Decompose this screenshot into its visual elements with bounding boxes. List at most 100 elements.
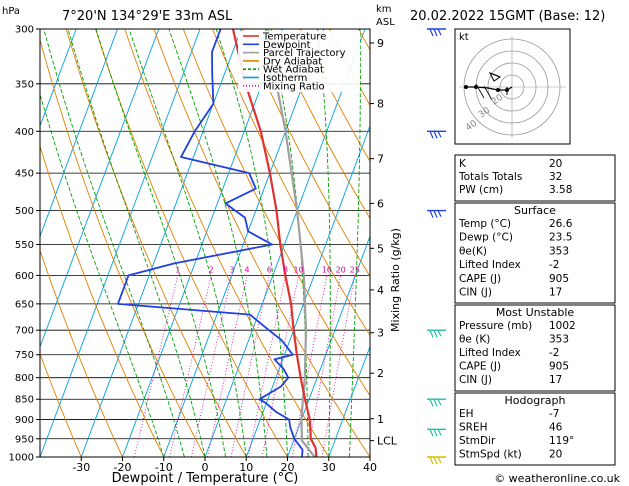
index-value: 23.5 xyxy=(549,232,572,244)
isotherm-line xyxy=(163,29,325,457)
index-label: θe (K) xyxy=(459,334,490,346)
wet-adiabat-line xyxy=(43,29,185,457)
temperature-tick-label: 10 xyxy=(239,461,253,474)
dry-adiabat-line xyxy=(40,249,123,457)
index-value: 20 xyxy=(549,449,562,461)
dry-adiabat-line xyxy=(40,38,206,457)
mixing-ratio-line xyxy=(133,275,179,457)
pressure-tick-label: 1000 xyxy=(9,453,34,464)
wet-adiabat-line xyxy=(317,29,331,457)
wind-barb-flag xyxy=(433,429,438,437)
dry-adiabat-line xyxy=(124,29,330,457)
wind-barb-flag xyxy=(437,210,442,217)
wind-barb-flag xyxy=(437,456,442,464)
temperature-tick-label: 40 xyxy=(363,461,377,474)
index-value: 119° xyxy=(549,435,574,447)
wet-adiabat-line xyxy=(128,29,247,457)
parcel-trajectory-line xyxy=(264,29,316,457)
mixing-ratio-label: 10 xyxy=(294,265,304,274)
wind-barb-flag xyxy=(429,131,434,139)
dry-adiabat-line xyxy=(153,29,370,457)
index-value: -2 xyxy=(549,347,559,359)
index-value: 905 xyxy=(549,361,569,373)
index-value: 353 xyxy=(549,245,569,257)
altitude-tick-label: 7 xyxy=(377,153,384,166)
temperature-tick-label: 20 xyxy=(281,461,295,474)
surface-box xyxy=(454,202,616,304)
wind-barb xyxy=(427,209,446,218)
wind-barb-flag xyxy=(437,398,442,406)
index-label: CAPE (J) xyxy=(459,361,501,373)
index-value: 20 xyxy=(549,158,562,170)
index-value: 905 xyxy=(549,273,569,285)
mixing-ratio-line xyxy=(248,275,286,457)
wind-barb-flag xyxy=(433,131,438,139)
index-value: 46 xyxy=(549,422,563,434)
isotherm-line xyxy=(122,29,283,457)
index-label: PW (cm) xyxy=(459,184,503,196)
sounding-series xyxy=(117,29,318,457)
wind-barb xyxy=(427,28,446,37)
legend-entry: Parcel Trajectory xyxy=(263,48,346,59)
wind-barb-flag xyxy=(433,329,438,338)
hodograph-unit-label: kt xyxy=(459,32,469,43)
index-label: θe(K) xyxy=(459,245,487,257)
mixing-ratio-label: 6 xyxy=(267,265,272,274)
isotherm-line xyxy=(80,29,242,457)
pressure-tick-label: 500 xyxy=(15,206,34,217)
pressure-tick-label: 300 xyxy=(15,25,34,36)
wet-adiabat-line xyxy=(40,92,165,457)
hodograph-indices-title: Hodograph xyxy=(505,394,566,407)
datetime-title: 20.02.2022 15GMT (Base: 12) xyxy=(410,9,605,24)
pressure-tick-label: 400 xyxy=(15,127,34,138)
dry-adiabat-line xyxy=(299,29,370,163)
right-unit-asl: ASL xyxy=(376,17,395,28)
index-label: StmDir xyxy=(459,435,496,447)
temperature-tick-label: 30 xyxy=(322,461,336,474)
wet-adiabat-line xyxy=(348,29,361,457)
indices-panel: K 20 Totals Totals 32 PW (cm) 3.58 Surface Te… xyxy=(454,154,616,466)
dry-adiabat-line xyxy=(40,144,165,457)
mixing-ratio-line xyxy=(321,275,356,457)
wind-barb-flag xyxy=(429,28,434,37)
pressure-tick-label: 600 xyxy=(15,271,34,282)
mixing-ratio-line xyxy=(207,275,248,457)
index-label: EH xyxy=(459,408,474,420)
mixing-ratio-line xyxy=(169,275,212,457)
index-label: SREH xyxy=(459,422,488,434)
wind-barb xyxy=(427,130,446,139)
index-value: -7 xyxy=(549,408,559,420)
index-label: CIN (J) xyxy=(459,374,492,386)
wind-barb-flag xyxy=(433,28,438,37)
altitude-ticks: 9 8 7 6 5 4 3 2 1 LCL xyxy=(370,37,398,448)
general-indices-box xyxy=(454,154,616,202)
wet-adiabat-line xyxy=(67,29,206,457)
altitude-tick-label: 6 xyxy=(377,197,384,210)
dewpoint-line xyxy=(117,29,304,457)
index-label: Temp (°C) xyxy=(458,218,511,230)
hodograph-indices-box xyxy=(454,392,616,466)
altitude-tick-label: 3 xyxy=(377,327,384,340)
index-value: -2 xyxy=(549,259,559,271)
mixing-ratio-label: 8 xyxy=(283,265,288,274)
surface-title: Surface xyxy=(514,204,556,217)
index-label: K xyxy=(459,158,467,170)
hodograph-trace xyxy=(464,72,513,101)
mixing-ratio-label: 20 xyxy=(336,265,346,274)
pressure-tick-label: 550 xyxy=(15,240,34,251)
wet-adiabat-line xyxy=(215,29,288,457)
dry-adiabat-line xyxy=(182,29,370,397)
mixing-ratio-label: 4 xyxy=(245,265,250,274)
isotherm-line xyxy=(328,345,370,457)
legend-entry: Dry Adiabat xyxy=(263,56,322,67)
isotherm-line xyxy=(40,29,201,457)
wind-barb-flag xyxy=(437,329,442,337)
plot-frame xyxy=(39,28,371,458)
altitude-tick-label: 9 xyxy=(377,37,384,50)
wind-barb xyxy=(427,329,446,338)
legend-entry: Temperature xyxy=(262,32,326,43)
hodograph: kt 40 30 20 xyxy=(454,28,571,145)
mixing-ratio-label: 3 xyxy=(229,265,234,274)
index-label: CAPE (J) xyxy=(459,273,501,285)
index-label: CIN (J) xyxy=(459,287,492,299)
